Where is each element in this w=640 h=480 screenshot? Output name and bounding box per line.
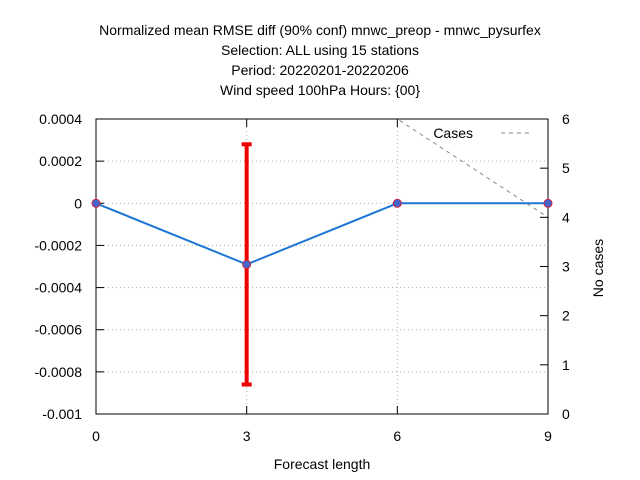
y-tick-label: -0.0006 xyxy=(35,322,83,338)
y-tick-label: -0.0008 xyxy=(35,364,83,380)
plot-frame xyxy=(95,118,549,415)
y2-tick-label: 5 xyxy=(562,160,570,176)
data-point xyxy=(242,259,252,269)
title-line: Selection: ALL using 15 stations xyxy=(221,42,419,58)
series-layer xyxy=(91,142,553,387)
y-tick-label: -0.0004 xyxy=(35,280,83,296)
grid xyxy=(96,119,548,414)
chart-title: Normalized mean RMSE diff (90% conf) mnw… xyxy=(99,22,541,98)
y2-axis-label: No cases xyxy=(590,239,606,297)
y2-tick-label: 1 xyxy=(562,357,570,373)
y2-tick-label: 6 xyxy=(562,111,570,127)
y2-axis-ticks: 0 1 2 3 4 5 6 xyxy=(540,111,570,422)
data-point xyxy=(91,198,101,208)
x-tick-label: 0 xyxy=(92,428,100,444)
y2-tick-label: 2 xyxy=(562,308,570,324)
series-line xyxy=(95,202,548,266)
title-line: Wind speed 100hPa Hours: {00} xyxy=(220,82,420,98)
legend: Cases xyxy=(433,125,531,141)
legend-label: Cases xyxy=(433,125,473,141)
x-tick-label: 6 xyxy=(393,428,401,444)
title-line: Period: 20220201-20220206 xyxy=(231,62,409,78)
x-tick-label: 9 xyxy=(544,428,552,444)
y-tick-label: 0.0004 xyxy=(39,111,82,127)
y2-tick-label: 3 xyxy=(562,259,570,275)
y-tick-label: 0 xyxy=(74,195,82,211)
y2-tick-label: 4 xyxy=(562,209,570,225)
title-line: Normalized mean RMSE diff (90% conf) mnw… xyxy=(99,22,541,38)
x-axis-ticks: 0 3 6 9 xyxy=(92,119,552,444)
data-point xyxy=(543,198,553,208)
y2-tick-label: 0 xyxy=(562,406,570,422)
y-tick-label: 0.0002 xyxy=(39,153,82,169)
x-axis-label: Forecast length xyxy=(274,456,371,472)
y-tick-label: -0.001 xyxy=(42,406,82,422)
data-point xyxy=(392,198,402,208)
y-tick-label: -0.0002 xyxy=(35,237,83,253)
x-tick-label: 3 xyxy=(243,428,251,444)
y-axis-ticks: 0.0004 0.0002 0 -0.0002 -0.0004 -0.0006 -0.000… xyxy=(35,111,104,422)
